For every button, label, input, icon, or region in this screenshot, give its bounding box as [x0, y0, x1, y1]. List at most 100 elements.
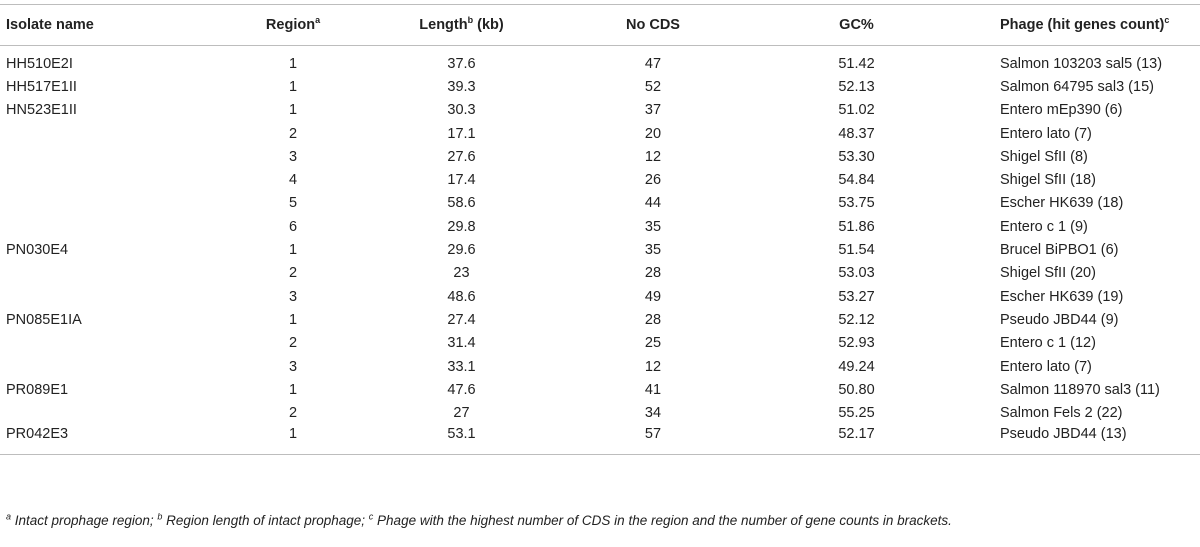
- table-row: 2 23 28 53.03 Shigel SfII (20): [0, 262, 1200, 285]
- table-row: 3 27.6 12 53.30 Shigel SfII (8): [0, 145, 1200, 168]
- cell-length: 53.1: [330, 424, 593, 455]
- header-length-footnote-mark: b: [467, 15, 474, 26]
- cell-phage: Pseudo JBD44 (9): [1000, 311, 1119, 328]
- cell-cds: 57: [593, 424, 713, 455]
- cell-gc: 48.37: [838, 125, 875, 142]
- header-isolate: Isolate name: [0, 4, 256, 46]
- cell-length: 37.6: [447, 55, 476, 72]
- cell-cds: 28: [644, 265, 662, 282]
- cell-phage: Shigel SfII (18): [1000, 172, 1096, 189]
- cell-length: 47.6: [447, 381, 476, 398]
- cell-region: 1: [288, 311, 298, 328]
- cell-gc: 50.80: [838, 381, 875, 398]
- cell-gc: 52.93: [838, 335, 875, 352]
- cell-length: 27: [453, 405, 470, 422]
- header-gc: GC%: [713, 4, 1000, 46]
- cell-length: 48.6: [447, 288, 476, 305]
- cell-isolate: PN030E4: [6, 242, 69, 259]
- cell-cds: 35: [644, 218, 662, 235]
- footnote-mark-b: b: [157, 511, 163, 522]
- header-length-unit: (kb): [473, 17, 504, 33]
- footnote-text-c: Phage with the highest number of CDS in …: [373, 513, 952, 528]
- cell-length: 29.8: [447, 218, 476, 235]
- cell-phage: Pseudo JBD44 (13): [1000, 424, 1200, 455]
- cell-isolate: [0, 145, 256, 168]
- cell-isolate: [0, 215, 256, 238]
- cell-gc: 53.30: [838, 148, 875, 165]
- cell-cds: 44: [644, 195, 662, 212]
- cell-length: 17.1: [447, 125, 476, 142]
- table-row: 3 48.6 49 53.27 Escher HK639 (19): [0, 285, 1200, 308]
- table-row: 2 31.4 25 52.93 Entero c 1 (12): [0, 332, 1200, 355]
- cell-length: 29.6: [447, 242, 476, 259]
- footnote-mark-c: c: [368, 511, 374, 522]
- cell-region: 6: [288, 218, 298, 235]
- cell-gc: 55.25: [838, 405, 875, 422]
- cell-length: 27.4: [447, 311, 476, 328]
- cell-phage: Entero lato (7): [1000, 358, 1092, 375]
- header-phage-label: Phage (hit genes count): [1000, 17, 1165, 33]
- cell-region: 4: [288, 172, 298, 189]
- cell-phage: Entero c 1 (9): [1000, 218, 1088, 235]
- cell-region: 2: [288, 265, 298, 282]
- cell-isolate: PN085E1IA: [6, 311, 82, 328]
- header-length-label: Length: [419, 17, 468, 33]
- cell-phage: Entero lato (7): [1000, 125, 1092, 142]
- table-row: 3 33.1 12 49.24 Entero lato (7): [0, 355, 1200, 378]
- cell-isolate: HH510E2I: [6, 55, 73, 72]
- header-phage: Phage (hit genes count)c: [1000, 4, 1200, 46]
- table-body: HH510E2I 1 37.6 47 51.42 Salmon 103203 sal5 (…: [0, 46, 1200, 455]
- table-footnote: a Intact prophage region; b Region lengt…: [6, 511, 952, 528]
- cell-region: 5: [288, 195, 298, 212]
- cell-isolate: HH517E1II: [6, 78, 77, 95]
- footnote-text-b: Region length of intact prophage;: [162, 513, 369, 528]
- cell-phage: Escher HK639 (18): [1000, 195, 1124, 212]
- cell-gc: 52.12: [838, 311, 875, 328]
- header-length: Lengthb (kb): [330, 4, 593, 46]
- cell-phage: Shigel SfII (20): [1000, 265, 1096, 282]
- cell-length: 33.1: [447, 358, 476, 375]
- table-row: PR089E1 1 47.6 41 50.80 Salmon 118970 sal3 (1…: [0, 378, 1200, 401]
- cell-phage: Salmon 118970 sal3 (11): [1000, 381, 1160, 398]
- cell-cds: 28: [644, 311, 662, 328]
- table-row: 2 27 34 55.25 Salmon Fels 2 (22): [0, 401, 1200, 424]
- cell-cds: 20: [644, 125, 662, 142]
- cell-isolate: [0, 401, 256, 424]
- table-row: HH517E1II 1 39.3 52 52.13 Salmon 64795 sal3 (…: [0, 75, 1200, 98]
- cell-length: 23: [453, 265, 470, 282]
- cell-gc: 51.54: [838, 242, 875, 259]
- header-cds: No CDS: [593, 4, 713, 46]
- cell-region: 3: [288, 288, 298, 305]
- cell-length: 58.6: [447, 195, 476, 212]
- cell-cds: 49: [644, 288, 662, 305]
- header-gc-label: GC%: [839, 17, 874, 33]
- cell-phage: Entero mEp390 (6): [1000, 102, 1123, 119]
- table-row: 6 29.8 35 51.86 Entero c 1 (9): [0, 215, 1200, 238]
- cell-phage: Entero c 1 (12): [1000, 335, 1096, 352]
- cell-region: 1: [288, 102, 298, 119]
- table-row: PN030E4 1 29.6 35 51.54 Brucel BiPBO1 (6): [0, 238, 1200, 261]
- table-row: 2 17.1 20 48.37 Entero lato (7): [0, 122, 1200, 145]
- cell-gc: 53.03: [838, 265, 875, 282]
- cell-region: 2: [288, 125, 298, 142]
- cell-cds: 37: [644, 102, 662, 119]
- cell-length: 39.3: [447, 78, 476, 95]
- cell-region: 1: [288, 78, 298, 95]
- cell-region: 1: [288, 381, 298, 398]
- header-region-label: Region: [265, 17, 316, 33]
- footnote-text-a: Intact prophage region;: [11, 513, 158, 528]
- header-cds-label: No CDS: [626, 17, 680, 33]
- table-row: HH510E2I 1 37.6 47 51.42 Salmon 103203 sal5 (…: [0, 46, 1200, 76]
- cell-gc: 51.86: [838, 218, 875, 235]
- cell-isolate: HN523E1II: [6, 102, 77, 119]
- cell-phage: Brucel BiPBO1 (6): [1000, 242, 1119, 259]
- cell-region: 3: [288, 358, 298, 375]
- cell-length: 30.3: [447, 102, 476, 119]
- cell-cds: 25: [644, 335, 662, 352]
- header-region-footnote-mark: a: [315, 15, 321, 26]
- header-isolate-label: Isolate name: [6, 17, 94, 33]
- cell-isolate: [0, 192, 256, 215]
- cell-isolate: [0, 332, 256, 355]
- cell-gc: 53.27: [838, 288, 875, 305]
- cell-isolate: [0, 122, 256, 145]
